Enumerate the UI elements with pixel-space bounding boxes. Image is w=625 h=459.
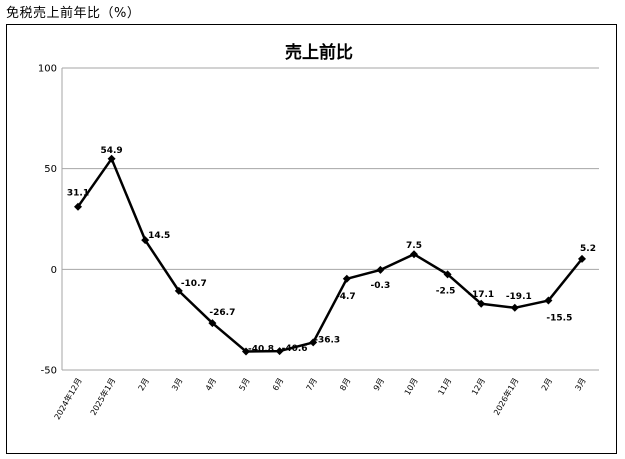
- x-tick-label: 2月: [540, 377, 554, 393]
- x-tick-label: 7月: [305, 377, 319, 393]
- data-point-marker: [309, 338, 318, 347]
- data-point-marker: [443, 270, 452, 279]
- data-label: -40.8: [248, 344, 274, 354]
- y-tick-label: 0: [51, 265, 57, 276]
- data-label: -2.5: [436, 286, 456, 296]
- x-tick-label: 3月: [573, 377, 587, 393]
- data-label: -19.1: [506, 292, 532, 302]
- data-point-marker: [242, 347, 250, 356]
- data-label: -0.3: [371, 281, 391, 291]
- series-line: [76, 157, 583, 353]
- data-point-marker: [477, 299, 486, 308]
- data-point-marker: [141, 236, 150, 245]
- x-tick-label: 2026年1月: [491, 376, 520, 417]
- grid-lines: [61, 67, 599, 371]
- data-points: [74, 154, 586, 356]
- data-label: -4.7: [336, 292, 356, 302]
- x-tick-label: 11月: [436, 377, 453, 397]
- x-tick-label: 9月: [372, 377, 386, 393]
- x-tick-label: 2024年12月: [52, 376, 84, 421]
- data-point-marker: [342, 274, 351, 283]
- data-point-marker: [107, 154, 116, 163]
- y-tick-label: 100: [38, 64, 57, 75]
- data-point-marker: [174, 286, 183, 295]
- x-tick-label: 8月: [338, 377, 352, 393]
- data-label: -36.3: [314, 335, 340, 345]
- data-point-marker: [376, 265, 385, 274]
- chart-title: 売上前比: [285, 42, 353, 63]
- data-point-marker: [410, 250, 418, 259]
- data-labels: 31.1 54.9 14.5 -10.7 -26.7 -40.8 -40.6 -36.3 -4.…: [67, 146, 596, 355]
- page-title: 免税売上前年比（%）: [6, 6, 141, 21]
- x-tick-label: 6月: [271, 377, 285, 393]
- line-chart: 売上前比 100 50 0 -50 2024年12月 2025年1月 2月 3月 4月 5月 6月…: [38, 42, 599, 421]
- data-label: -17.1: [468, 290, 494, 300]
- data-label: -40.6: [282, 344, 308, 354]
- x-axis-ticks: 2024年12月 2025年1月 2月 3月 4月 5月 6月 7月 8月 9月 10月 11月 12月…: [52, 376, 588, 421]
- data-series: [76, 157, 583, 353]
- data-label: 5.2: [580, 244, 596, 254]
- x-tick-label: 10月: [403, 377, 420, 397]
- data-point-marker: [510, 303, 519, 312]
- data-point-marker: [275, 347, 284, 356]
- data-label: -15.5: [546, 314, 572, 324]
- data-point-marker: [74, 202, 82, 211]
- chart-frame: 売上前比 100 50 0 -50 2024年12月 2025年1月 2月 3月 4月 5月 6月…: [6, 24, 617, 454]
- x-tick-label: 4月: [204, 377, 218, 393]
- y-tick-label: 50: [44, 164, 57, 175]
- x-tick-label: 2025年1月: [88, 376, 117, 417]
- y-axis-ticks: 100 50 0 -50: [38, 64, 57, 377]
- y-tick-label: -50: [41, 366, 57, 377]
- data-point-marker: [208, 319, 217, 328]
- x-tick-label: 3月: [170, 377, 184, 393]
- data-label: 54.9: [100, 146, 122, 156]
- x-tick-label: 5月: [237, 377, 251, 393]
- data-label: 14.5: [148, 231, 170, 241]
- data-label: 7.5: [406, 241, 422, 251]
- data-label: 31.1: [67, 189, 89, 199]
- data-label: -26.7: [209, 308, 235, 318]
- x-tick-label: 2月: [137, 377, 151, 393]
- x-tick-label: 12月: [470, 377, 487, 397]
- data-point-marker: [544, 296, 553, 305]
- data-point-marker: [578, 254, 586, 263]
- data-label: -10.7: [181, 279, 207, 289]
